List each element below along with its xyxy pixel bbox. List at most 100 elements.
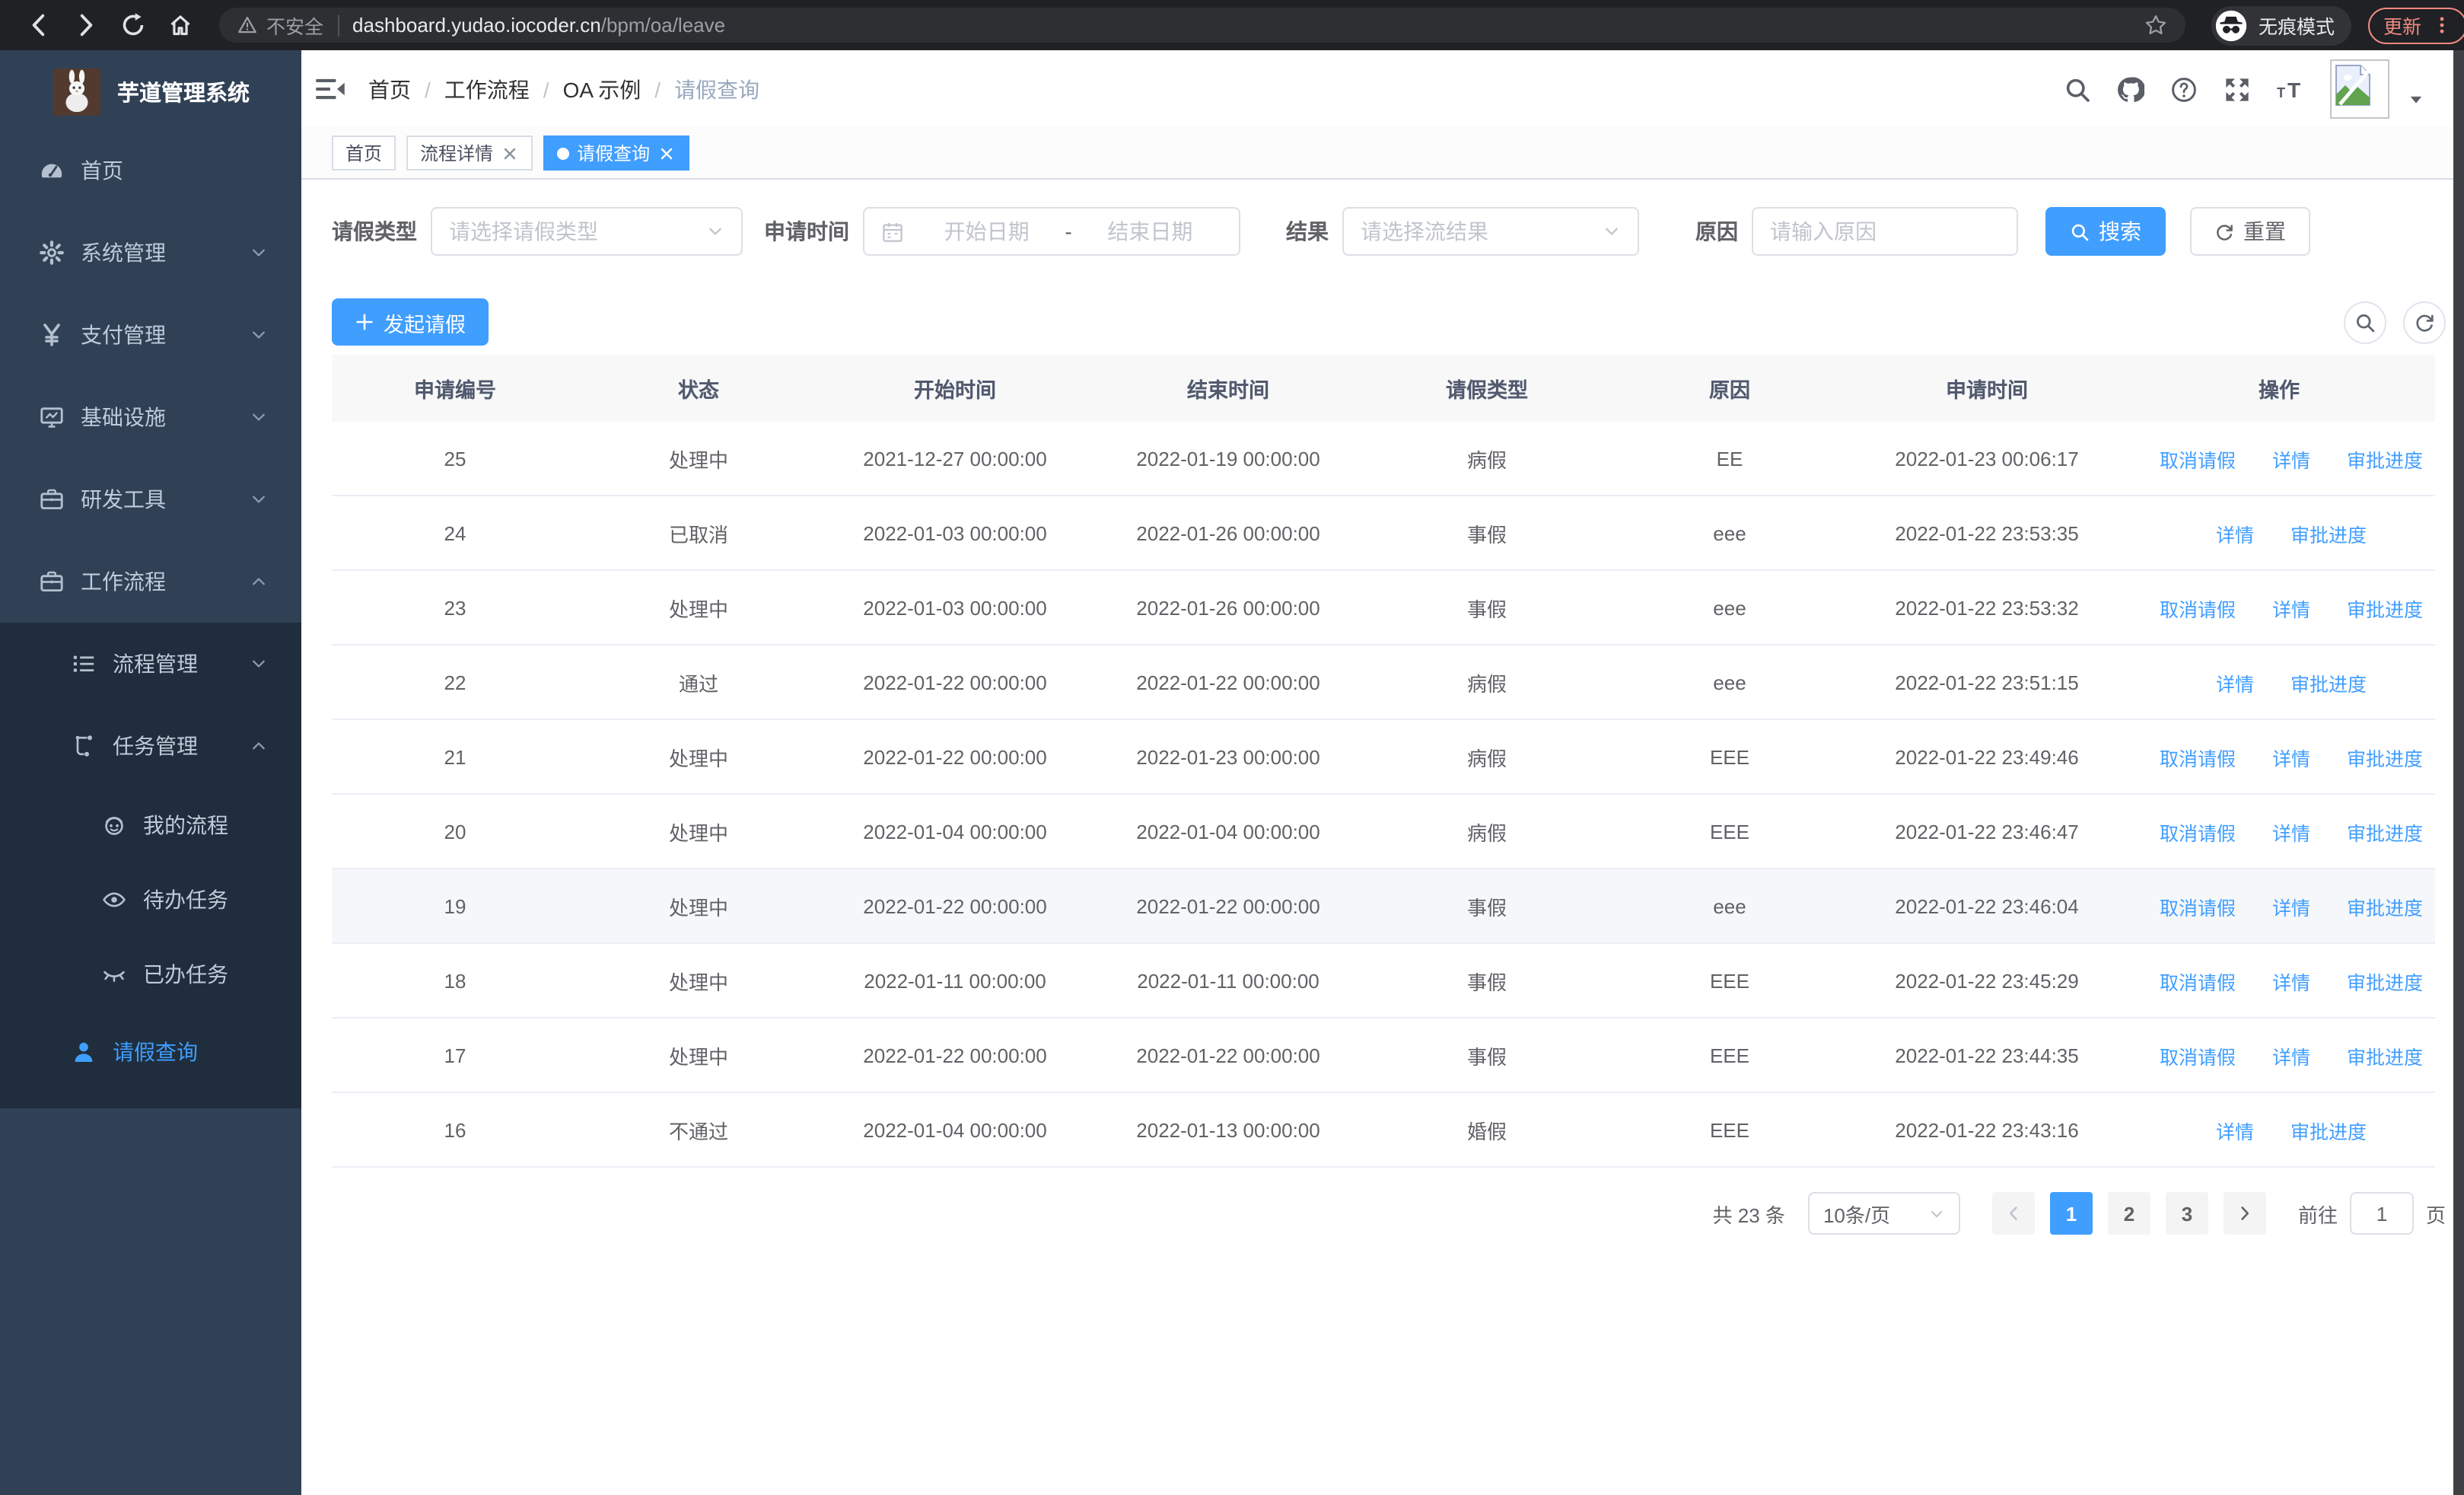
refresh-table-button[interactable] (2403, 301, 2446, 343)
cancel-leave-link[interactable]: 取消请假 (2135, 593, 2236, 622)
page-button-3[interactable]: 3 (2165, 1192, 2208, 1235)
leave-type-select[interactable]: 请选择请假类型 (431, 207, 743, 256)
detail-link[interactable]: 详情 (2248, 593, 2310, 622)
help-icon[interactable] (2170, 75, 2198, 103)
cancel-leave-link[interactable]: 取消请假 (2135, 444, 2236, 473)
sidebar-item-系统管理[interactable]: 系统管理 (0, 212, 301, 294)
prev-page-button[interactable] (1991, 1192, 2035, 1235)
cancel-leave-link[interactable]: 取消请假 (2135, 891, 2236, 920)
create-leave-button[interactable]: 发起请假 (332, 298, 489, 346)
approval-progress-link[interactable]: 审批进度 (2266, 1115, 2367, 1144)
app-logo-row[interactable]: 芋道管理系统 (0, 53, 301, 129)
browser-home-icon[interactable] (167, 12, 193, 38)
tab-leave-query[interactable]: 请假查询 (543, 135, 690, 171)
page-button-1[interactable]: 1 (2049, 1192, 2093, 1235)
cancel-leave-link[interactable]: 取消请假 (2135, 966, 2236, 995)
approval-progress-link[interactable]: 审批进度 (2322, 742, 2423, 771)
security-label[interactable]: 不安全 (266, 17, 324, 38)
page-url[interactable]: dashboard.yudao.iocoder.cn/bpm/oa/leave (352, 14, 726, 37)
sidebar-fold-icon[interactable] (315, 78, 345, 100)
apply-time-range-picker[interactable]: 开始日期 - 结束日期 (863, 207, 1240, 256)
detail-link[interactable]: 详情 (2248, 742, 2310, 771)
page-button-2[interactable]: 2 (2107, 1192, 2150, 1235)
address-bar[interactable]: 不安全 dashboard.yudao.iocoder.cn/bpm/oa/le… (219, 8, 2185, 43)
sidebar-item-首页[interactable]: 首页 (0, 129, 301, 212)
sidebar-item-基础设施[interactable]: 基础设施 (0, 376, 301, 458)
fullscreen-icon[interactable] (2224, 75, 2251, 103)
table-row[interactable]: 24 已取消 2022-01-03 00:00:00 2022-01-26 00… (332, 496, 2435, 571)
browser-menu-icon[interactable] (2432, 15, 2452, 35)
avatar[interactable] (2330, 59, 2389, 119)
sidebar-item-已办任务[interactable]: 已办任务 (0, 936, 301, 1011)
approval-progress-link[interactable]: 审批进度 (2322, 1041, 2423, 1069)
breadcrumb-item[interactable]: OA 示例 (562, 77, 641, 101)
table-row[interactable]: 21 处理中 2022-01-22 00:00:00 2022-01-23 00… (332, 720, 2435, 795)
search-button[interactable]: 搜索 (2045, 207, 2166, 256)
start-date-placeholder[interactable]: 开始日期 (944, 219, 1030, 244)
table-row[interactable]: 16 不通过 2022-01-04 00:00:00 2022-01-13 00… (332, 1093, 2435, 1168)
sidebar-item-研发工具[interactable]: 研发工具 (0, 458, 301, 540)
update-label[interactable]: 更新 (2383, 17, 2422, 38)
cancel-leave-link[interactable]: 取消请假 (2135, 742, 2236, 771)
table-row[interactable]: 23 处理中 2022-01-03 00:00:00 2022-01-26 00… (332, 571, 2435, 645)
sidebar-item-流程管理[interactable]: 流程管理 (0, 623, 301, 705)
tab-process-detail[interactable]: 流程详情 (406, 135, 533, 171)
eye-icon (2192, 1120, 2211, 1140)
detail-link[interactable]: 详情 (2248, 817, 2310, 846)
browser-update-button[interactable]: 更新 (2368, 7, 2464, 43)
browser-forward-icon[interactable] (73, 12, 99, 38)
page-size-select[interactable]: 10条/页 (1807, 1192, 1960, 1235)
browser-reload-icon[interactable] (120, 12, 146, 38)
detail-link[interactable]: 详情 (2192, 668, 2254, 696)
cell-apply-id: 17 (444, 1044, 466, 1066)
sidebar-item-待办任务[interactable]: 待办任务 (0, 862, 301, 936)
avatar-caret-down-icon[interactable] (2408, 91, 2424, 108)
table-row[interactable]: 25 处理中 2021-12-27 00:00:00 2022-01-19 00… (332, 422, 2435, 496)
table-row[interactable]: 18 处理中 2022-01-11 00:00:00 2022-01-11 00… (332, 944, 2435, 1018)
table-row[interactable]: 19 处理中 2022-01-22 00:00:00 2022-01-22 00… (332, 869, 2435, 944)
approval-progress-link[interactable]: 审批进度 (2266, 518, 2367, 547)
detail-link[interactable]: 详情 (2248, 1041, 2310, 1069)
table-row[interactable]: 17 处理中 2022-01-22 00:00:00 2022-01-22 00… (332, 1018, 2435, 1093)
approval-progress-link[interactable]: 审批进度 (2322, 444, 2423, 473)
security-warning-icon[interactable] (237, 15, 257, 35)
detail-link[interactable]: 详情 (2192, 518, 2254, 547)
detail-link[interactable]: 详情 (2248, 891, 2310, 920)
toggle-search-button[interactable] (2344, 301, 2386, 343)
approval-progress-link[interactable]: 审批进度 (2322, 891, 2423, 920)
reset-button[interactable]: 重置 (2190, 207, 2310, 256)
table-row[interactable]: 20 处理中 2022-01-04 00:00:00 2022-01-04 00… (332, 795, 2435, 869)
result-select[interactable]: 请选择流结果 (1342, 207, 1639, 256)
sidebar-item-任务管理[interactable]: 任务管理 (0, 705, 301, 787)
trash-icon (2135, 448, 2155, 468)
tab-home[interactable]: 首页 (332, 135, 396, 171)
approval-progress-link[interactable]: 审批进度 (2322, 593, 2423, 622)
close-icon[interactable] (657, 144, 676, 162)
breadcrumb-item[interactable]: 工作流程 (444, 77, 530, 101)
window-scrollbar-strip[interactable] (2453, 50, 2464, 1495)
breadcrumb-item[interactable]: 首页 (368, 77, 411, 101)
cancel-leave-link[interactable]: 取消请假 (2135, 1041, 2236, 1069)
sidebar-item-工作流程[interactable]: 工作流程 (0, 540, 301, 623)
approval-progress-link[interactable]: 审批进度 (2322, 817, 2423, 846)
bookmark-star-icon[interactable] (2144, 14, 2167, 37)
sidebar-item-我的流程[interactable]: 我的流程 (0, 787, 301, 862)
sidebar-item-请假查询[interactable]: 请假查询 (0, 1011, 301, 1093)
next-page-button[interactable] (2223, 1192, 2266, 1235)
detail-link[interactable]: 详情 (2192, 1115, 2254, 1144)
approval-progress-link[interactable]: 审批进度 (2322, 966, 2423, 995)
browser-back-icon[interactable] (26, 12, 52, 38)
detail-link[interactable]: 详情 (2248, 444, 2310, 473)
end-date-placeholder[interactable]: 结束日期 (1107, 219, 1193, 244)
table-row[interactable]: 22 通过 2022-01-22 00:00:00 2022-01-22 00:… (332, 645, 2435, 720)
cancel-leave-link[interactable]: 取消请假 (2135, 817, 2236, 846)
sidebar-item-支付管理[interactable]: 支付管理 (0, 294, 301, 376)
search-icon[interactable] (2064, 75, 2091, 103)
github-icon[interactable] (2117, 75, 2144, 103)
close-icon[interactable] (501, 144, 519, 162)
approval-progress-link[interactable]: 审批进度 (2266, 668, 2367, 696)
detail-link[interactable]: 详情 (2248, 966, 2310, 995)
reason-input[interactable]: 请输入原因 (1752, 207, 2018, 256)
goto-page-input[interactable] (2349, 1192, 2414, 1235)
